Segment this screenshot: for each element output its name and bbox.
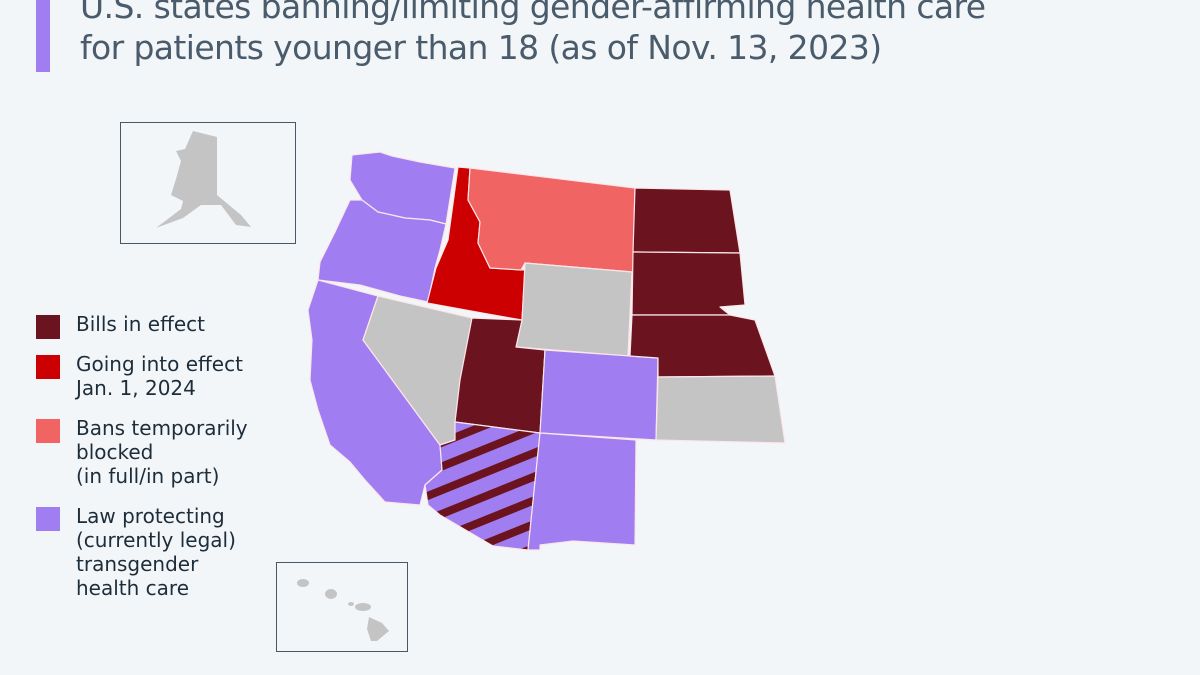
alaska-inset: [120, 122, 296, 244]
state-alaska[interactable]: [121, 123, 295, 243]
legend-label: Law protecting (currently legal) transge…: [76, 504, 236, 600]
state-new-mexico[interactable]: [527, 432, 637, 551]
state-colorado[interactable]: [539, 349, 659, 441]
legend-label: Going into effect Jan. 1, 2024: [76, 352, 243, 400]
state-montana[interactable]: [467, 167, 636, 273]
legend-label: Bans temporarily blocked (in full/in par…: [76, 416, 248, 488]
state-hawaii[interactable]: [277, 563, 407, 651]
state-wyoming[interactable]: [515, 262, 633, 357]
legend-item-going-into-effect: Going into effect Jan. 1, 2024: [36, 352, 248, 400]
legend-item-law-protecting: Law protecting (currently legal) transge…: [36, 504, 248, 600]
hawaii-inset: [276, 562, 408, 652]
title-accent-bar: [36, 0, 50, 72]
state-kansas[interactable]: [655, 375, 786, 444]
legend-swatch: [36, 507, 60, 531]
legend-item-temporarily-blocked: Bans temporarily blocked (in full/in par…: [36, 416, 248, 488]
legend-swatch: [36, 315, 60, 339]
legend-swatch: [36, 419, 60, 443]
state-north-dakota[interactable]: [632, 187, 741, 254]
chart-title: U.S. states banning/limiting gender-affi…: [80, 0, 986, 68]
state-south-dakota[interactable]: [631, 251, 746, 316]
legend-label: Bills in effect: [76, 312, 205, 336]
legend: Bills in effect Going into effect Jan. 1…: [36, 312, 248, 616]
legend-item-bills-in-effect: Bills in effect: [36, 312, 248, 339]
legend-swatch: [36, 355, 60, 379]
title-line-2: for patients younger than 18 (as of Nov.…: [80, 28, 882, 67]
title-line-1: U.S. states banning/limiting gender-affi…: [80, 0, 986, 26]
state-oregon[interactable]: [317, 199, 447, 303]
